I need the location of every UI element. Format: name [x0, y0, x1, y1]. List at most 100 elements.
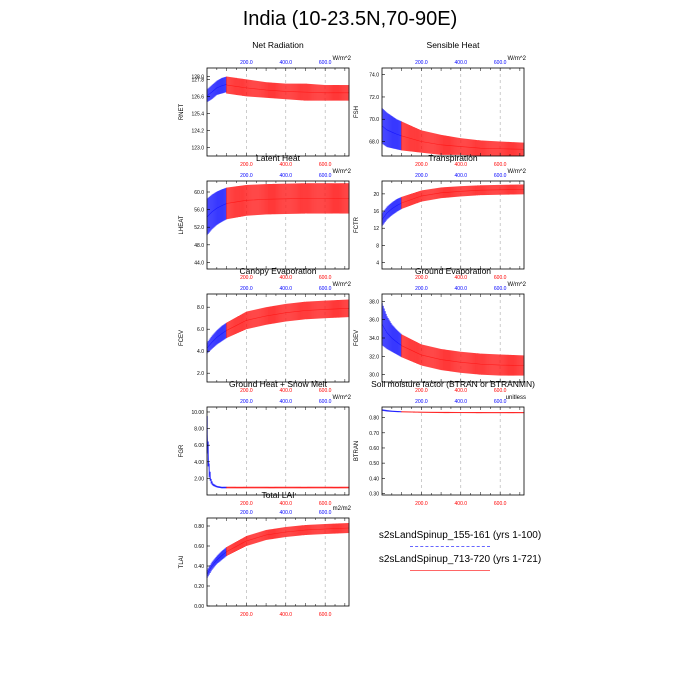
bottom-tick-label: 400.0: [455, 501, 468, 507]
plot-frame: [381, 406, 525, 496]
y-tick-label: 0.60: [194, 544, 204, 550]
top-tick-label: 400.0: [455, 399, 468, 405]
series-line-red: [226, 198, 349, 204]
series-line-red: [226, 527, 350, 552]
y-tick-label: 123.0: [191, 145, 204, 151]
panel-title: Sensible Heat: [427, 40, 481, 50]
series-line-red: [401, 411, 524, 413]
y-tick-label: 124.2: [191, 128, 204, 134]
y-tick-label: 56.0: [194, 208, 204, 214]
y-tick-label: 0.30: [369, 491, 379, 497]
chart-net-radiation: Net Radiation W/m^2 RNET 200.0 200.0 400.0 400…: [179, 40, 365, 168]
series-line-blue: [206, 203, 227, 218]
top-tick-label: 400.0: [280, 399, 293, 405]
series-line-blue: [381, 202, 402, 220]
legend-line-red: [410, 570, 490, 571]
series-line-red: [401, 345, 525, 366]
y-tick-label: 38.0: [369, 299, 379, 305]
y-tick-label: 8.00: [194, 427, 204, 433]
legend-label: s2sLandSpinup_155-161 (yrs 1-100): [378, 530, 542, 541]
bottom-tick-label: 600.0: [319, 162, 332, 168]
unit-label: m2/m2: [333, 506, 352, 512]
series-line-red: [226, 84, 349, 94]
y-tick-label: 32.0: [369, 354, 379, 360]
legend-entry: s2sLandSpinup_155-161 (yrs 1-100): [360, 530, 560, 554]
plot-frame: [206, 293, 350, 383]
y-tick-label: 0.60: [369, 446, 379, 452]
bottom-tick-label: 200.0: [415, 275, 428, 281]
top-tick-label: 600.0: [319, 60, 332, 66]
bottom-tick-label: 600.0: [319, 612, 332, 618]
top-tick-label: 600.0: [494, 399, 507, 405]
series-line-blue: [206, 330, 227, 349]
unit-label: unitless: [506, 395, 526, 401]
top-tick-label: 600.0: [319, 399, 332, 405]
top-tick-label: 200.0: [240, 60, 253, 66]
y-tick-label: 0.20: [194, 584, 204, 590]
y-tick-label: 30.0: [369, 373, 379, 379]
plot-frame: [206, 180, 350, 270]
panel-title: Canopy Evaporation: [239, 266, 316, 276]
bottom-tick-label: 200.0: [240, 612, 253, 618]
panel-title: Ground Evaporation: [415, 266, 491, 276]
top-tick-label: 400.0: [280, 286, 293, 292]
top-tick-label: 200.0: [240, 173, 253, 179]
y-tick-label: 4: [376, 261, 379, 267]
panel-title: Net Radiation: [252, 40, 304, 50]
top-tick-label: 600.0: [494, 60, 507, 66]
y-tick-label: 0.40: [194, 564, 204, 570]
bottom-tick-label: 400.0: [280, 501, 293, 507]
unit-label: W/m^2: [508, 56, 527, 62]
unit-label: W/m^2: [333, 56, 352, 62]
y-axis-label: LHEAT: [179, 215, 185, 234]
y-tick-label: 44.0: [194, 260, 204, 266]
y-axis-label: FSH: [354, 106, 360, 118]
series-line-red: [401, 189, 525, 204]
top-tick-label: 400.0: [280, 60, 293, 66]
chart-canopy-evaporation: Canopy Evaporation W/m^2 FCEV 200.0 200.0 400…: [179, 266, 365, 394]
chart-soil-moisture-factor: Soil moisture factor (BTRAN or BTRANMN) u…: [354, 379, 540, 507]
top-tick-label: 600.0: [319, 510, 332, 516]
top-tick-label: 600.0: [319, 286, 332, 292]
bottom-tick-label: 400.0: [455, 388, 468, 394]
bottom-tick-label: 400.0: [455, 162, 468, 168]
bottom-tick-label: 600.0: [494, 162, 507, 168]
y-tick-label: 68.0: [369, 140, 379, 146]
y-tick-label: 6.0: [197, 327, 204, 333]
y-tick-label: 60.0: [194, 190, 204, 196]
unit-label: W/m^2: [333, 395, 352, 401]
y-axis-label: TLAI: [179, 555, 185, 568]
chart-sensible-heat: Sensible Heat W/m^2 FSH 200.0 200.0 400.0 400.…: [354, 40, 540, 168]
unit-label: W/m^2: [333, 282, 352, 288]
y-axis-label: FGR: [179, 444, 185, 457]
top-tick-label: 400.0: [280, 510, 293, 516]
bottom-tick-label: 200.0: [415, 501, 428, 507]
bottom-tick-label: 600.0: [494, 388, 507, 394]
chart-transpiration: Transpiration W/m^2 FCTR 200.0 200.0 400.0 400…: [354, 153, 540, 281]
y-tick-label: 2.00: [194, 476, 204, 482]
plot-frame: [381, 67, 525, 157]
top-tick-label: 200.0: [240, 399, 253, 405]
y-axis-label: FCEV: [179, 330, 185, 346]
top-tick-label: 200.0: [240, 510, 253, 516]
plot-frame: [206, 517, 350, 607]
bottom-tick-label: 200.0: [240, 388, 253, 394]
y-tick-label: 0.50: [369, 461, 379, 467]
series-line-blue: [207, 84, 227, 96]
plot-frame: [381, 293, 525, 383]
series-line-blue: [382, 125, 402, 137]
chart-total-lai: Total LAI m2/m2 TLAI 200.0 200.0 400.0 400.0 60…: [179, 490, 365, 618]
top-tick-label: 400.0: [455, 173, 468, 179]
panel-title: Transpiration: [428, 153, 478, 163]
y-axis-label: RNET: [179, 104, 185, 121]
y-tick-label: 0.80: [369, 416, 379, 422]
top-tick-label: 200.0: [415, 60, 428, 66]
bottom-tick-label: 400.0: [455, 275, 468, 281]
plot-frame: [206, 67, 350, 157]
y-tick-label: 20: [373, 192, 379, 198]
panel-title: Latent Heat: [256, 153, 301, 163]
series-line-blue: [206, 434, 227, 488]
y-tick-label: 4.00: [194, 460, 204, 466]
y-tick-label: 0.80: [194, 524, 204, 530]
legend-entry: s2sLandSpinup_713-720 (yrs 1-721): [360, 554, 560, 578]
